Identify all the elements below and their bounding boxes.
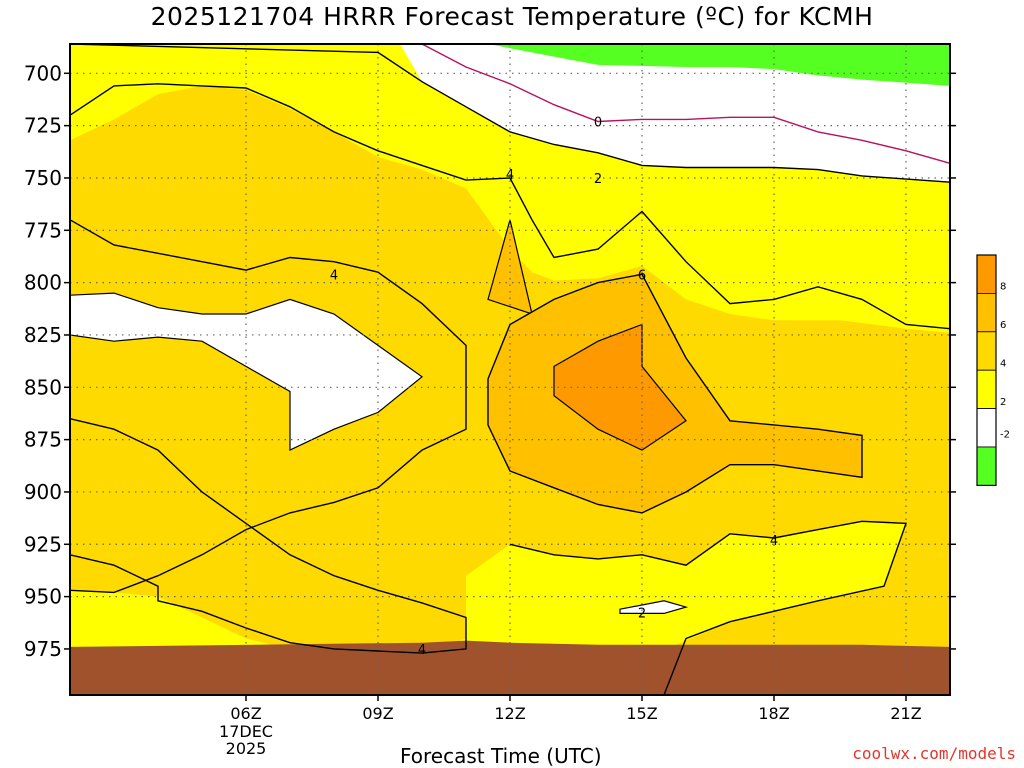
y-tick-label-900: 900 bbox=[24, 480, 62, 504]
y-tick-label-700: 700 bbox=[24, 61, 62, 85]
x-tick-label-12Z: 12Z bbox=[494, 704, 525, 723]
y-tick-label-925: 925 bbox=[24, 532, 62, 556]
legend-swatch-1 bbox=[976, 292, 997, 333]
legend-label-0: 8 bbox=[1000, 282, 1006, 293]
contour-line-4-3 bbox=[69, 219, 467, 594]
y-tick-label-750: 750 bbox=[24, 166, 62, 190]
spot-white-pocket-left bbox=[69, 292, 423, 452]
spot-orange-spike bbox=[487, 219, 533, 315]
band-below-minus2-fill bbox=[488, 44, 950, 86]
contour-label-low-2: 2 bbox=[638, 607, 646, 622]
contour-label-4-2: 4 bbox=[506, 168, 514, 183]
contour-label-0-0: 0 bbox=[594, 115, 602, 130]
band-8-10-fill bbox=[553, 323, 687, 451]
contour-label-6-6: 6 bbox=[638, 268, 646, 283]
chart-title: 2025121704 HRRR Forecast Temperature (ºC… bbox=[150, 2, 874, 31]
legend-swatch-5 bbox=[976, 446, 997, 486]
band-6-8-fill bbox=[488, 274, 862, 513]
contour-line-0-0 bbox=[421, 43, 951, 164]
x-tick-label-09Z: 09Z bbox=[362, 704, 393, 723]
contour-line-2-1 bbox=[69, 43, 951, 183]
legend-label-2: 4 bbox=[1000, 358, 1006, 369]
legend-swatch-3 bbox=[976, 369, 997, 410]
legend-label-3: 2 bbox=[1000, 397, 1006, 408]
y-tick-label-850: 850 bbox=[24, 375, 62, 399]
legend-swatch-0 bbox=[976, 254, 997, 294]
legend-frame bbox=[976, 254, 997, 486]
contour-label-2-1: 2 bbox=[594, 172, 602, 187]
band-0-2-fill-upper bbox=[400, 44, 950, 183]
x-tick-label-15Z: 15Z bbox=[626, 704, 657, 723]
y-tick-label-800: 800 bbox=[24, 271, 62, 295]
y-tick-label-950: 950 bbox=[24, 585, 62, 609]
x-tick-sublabel-0: 17DEC bbox=[219, 722, 273, 741]
y-tick-label-975: 975 bbox=[24, 637, 62, 661]
x-axis-label: Forecast Time (UTC) bbox=[400, 744, 602, 768]
x-tick-label-06Z: 06Z bbox=[230, 704, 261, 723]
x-tick-label-18Z: 18Z bbox=[758, 704, 789, 723]
contour-line-6-6 bbox=[487, 273, 863, 514]
legend-swatch-4 bbox=[976, 408, 997, 448]
contour-label-4-4: 4 bbox=[418, 643, 426, 658]
ground-fill bbox=[70, 640, 950, 695]
legend-label-4: -2 bbox=[1000, 429, 1010, 440]
contour-label-4-5: 4 bbox=[770, 534, 778, 549]
y-tick-label-825: 825 bbox=[24, 323, 62, 347]
x-tick-sublabel-1: 2025 bbox=[226, 739, 267, 758]
contour-line-4-4 bbox=[69, 418, 467, 654]
x-tick-label-21Z: 21Z bbox=[890, 704, 921, 723]
contour-label-4-3: 4 bbox=[330, 268, 338, 283]
contour-line-4-5 bbox=[509, 520, 907, 696]
credit-link[interactable]: coolwx.com/models bbox=[852, 744, 1016, 763]
y-tick-label-775: 775 bbox=[24, 218, 62, 242]
legend-swatch-2 bbox=[976, 331, 997, 371]
legend-label-1: 6 bbox=[1000, 320, 1006, 331]
contour-line-4-2 bbox=[69, 83, 951, 330]
y-tick-label-725: 725 bbox=[24, 114, 62, 138]
y-tick-label-875: 875 bbox=[24, 428, 62, 452]
spot-white-pocket-low bbox=[619, 600, 689, 615]
